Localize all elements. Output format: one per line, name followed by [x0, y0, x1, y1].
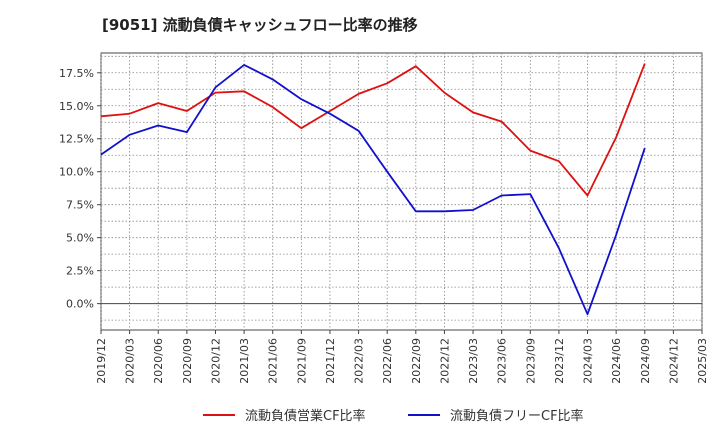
grid: [100, 53, 703, 330]
x-tick-label: 2022/12: [438, 338, 451, 384]
legend-label: 流動負債営業CF比率: [245, 408, 366, 424]
x-tick-label: 2023/12: [553, 338, 566, 384]
x-tick-label: 2024/12: [667, 338, 680, 384]
x-tick-label: 2022/03: [353, 338, 366, 384]
x-axis: 2019/12 2020/03 2020/06 2020/09 2020/12 2021/…: [95, 330, 709, 384]
y-tick-label: 15.0%: [59, 100, 94, 113]
y-tick-label: 2.5%: [66, 265, 94, 278]
y-tick-label: 17.5%: [59, 67, 94, 80]
series-line-1: [100, 63, 646, 197]
x-tick-label: 2022/06: [381, 338, 394, 384]
series-lines: [100, 63, 646, 316]
x-tick-label: 2020/09: [181, 338, 194, 384]
legend-label: 流動負債フリーCF比率: [450, 408, 584, 424]
x-tick-label: 2021/09: [295, 338, 308, 384]
y-tick-label: 12.5%: [59, 133, 94, 146]
x-tick-label: 2025/03: [696, 338, 709, 384]
x-tick-label: 2022/09: [410, 338, 423, 384]
x-tick-label: 2021/06: [267, 338, 280, 384]
x-tick-label: 2021/03: [238, 338, 251, 384]
legend: 流動負債営業CF比率 流動負債フリーCF比率: [203, 408, 584, 424]
x-tick-label: 2023/09: [524, 338, 537, 384]
y-tick-label: 5.0%: [66, 232, 94, 245]
x-tick-label: 2024/06: [610, 338, 623, 384]
x-tick-label: 2024/03: [582, 338, 595, 384]
x-tick-label: 2020/06: [152, 338, 165, 384]
x-tick-label: 2021/12: [324, 338, 337, 384]
y-tick-label: 10.0%: [59, 166, 94, 179]
chart-title: [9051] 流動負債キャッシュフロー比率の推移: [102, 16, 418, 34]
x-tick-label: 2020/03: [124, 338, 137, 384]
series-line-2: [100, 64, 646, 316]
y-axis: 0.0% 2.5% 5.0% 7.5% 10.0% 12.5% 15.0% 17.5%: [59, 67, 101, 311]
y-tick-label: 0.0%: [66, 298, 94, 311]
x-tick-label: 2023/06: [496, 338, 509, 384]
x-tick-label: 2020/12: [209, 338, 222, 384]
y-tick-label: 7.5%: [66, 199, 94, 212]
x-tick-label: 2023/03: [467, 338, 480, 384]
x-tick-label: 2024/09: [639, 338, 652, 384]
x-tick-label: 2019/12: [95, 338, 108, 384]
